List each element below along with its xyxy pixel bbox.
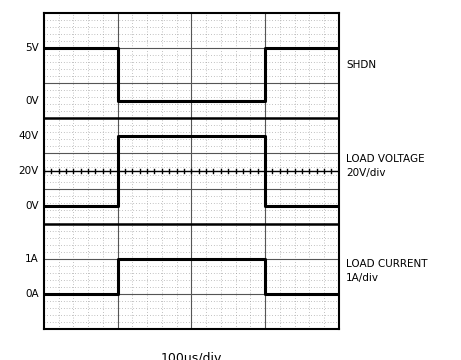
Text: 1A: 1A [25, 254, 39, 264]
Text: 5V: 5V [25, 43, 39, 53]
Text: LOAD VOLTAGE: LOAD VOLTAGE [346, 154, 425, 164]
Text: 20V: 20V [18, 166, 39, 176]
Text: 0A: 0A [25, 289, 39, 299]
Text: 40V: 40V [18, 131, 39, 141]
Text: 0V: 0V [25, 201, 39, 211]
Text: SHDN: SHDN [346, 60, 376, 71]
Text: 0V: 0V [25, 96, 39, 105]
Text: 20V/div: 20V/div [346, 168, 386, 178]
Text: LOAD CURRENT: LOAD CURRENT [346, 259, 428, 269]
Text: 1A/div: 1A/div [346, 273, 379, 283]
Text: 100μs/div: 100μs/div [160, 352, 222, 360]
